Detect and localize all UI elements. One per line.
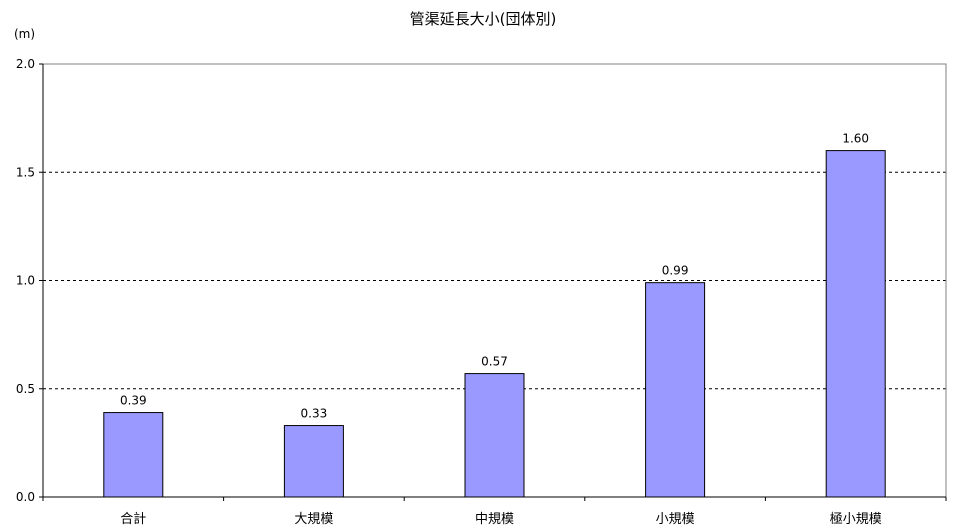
x-tick-label: 極小規模 (830, 511, 882, 527)
bar-value-label: 1.60 (842, 132, 869, 146)
bar-value-label: 0.39 (120, 394, 147, 408)
chart-title: 管渠延長大小(団体別) (410, 10, 557, 28)
bar (103, 412, 164, 498)
y-axis-ticks: 0.0 0.5 1.0 1.5 2.0 (16, 57, 43, 504)
x-tick-label: 小規模 (656, 512, 695, 527)
bar-value-label: 0.33 (301, 407, 328, 421)
y-tick-label: 1.5 (16, 165, 35, 179)
bar (464, 373, 525, 498)
y-tick-label: 1.0 (16, 274, 35, 288)
y-tick-label: 0.5 (16, 382, 35, 396)
bar-value-label: 0.57 (481, 355, 508, 369)
y-axis-unit-label: (m) (14, 27, 35, 41)
y-tick-label: 0.0 (16, 490, 35, 504)
x-tick-label: 大規模 (294, 512, 333, 527)
bar (283, 425, 344, 498)
bar (825, 150, 886, 498)
x-axis-ticks: 合計 大規模 中規模 小規模 極小規模 (42, 497, 947, 527)
bar-value-label: 0.99 (662, 264, 689, 278)
x-tick-label: 中規模 (475, 512, 514, 527)
bar (645, 282, 706, 498)
y-tick-label: 2.0 (16, 57, 35, 71)
bars: 0.39 0.33 0.57 0.99 1.60 (103, 132, 886, 498)
x-tick-label: 合計 (120, 511, 146, 527)
